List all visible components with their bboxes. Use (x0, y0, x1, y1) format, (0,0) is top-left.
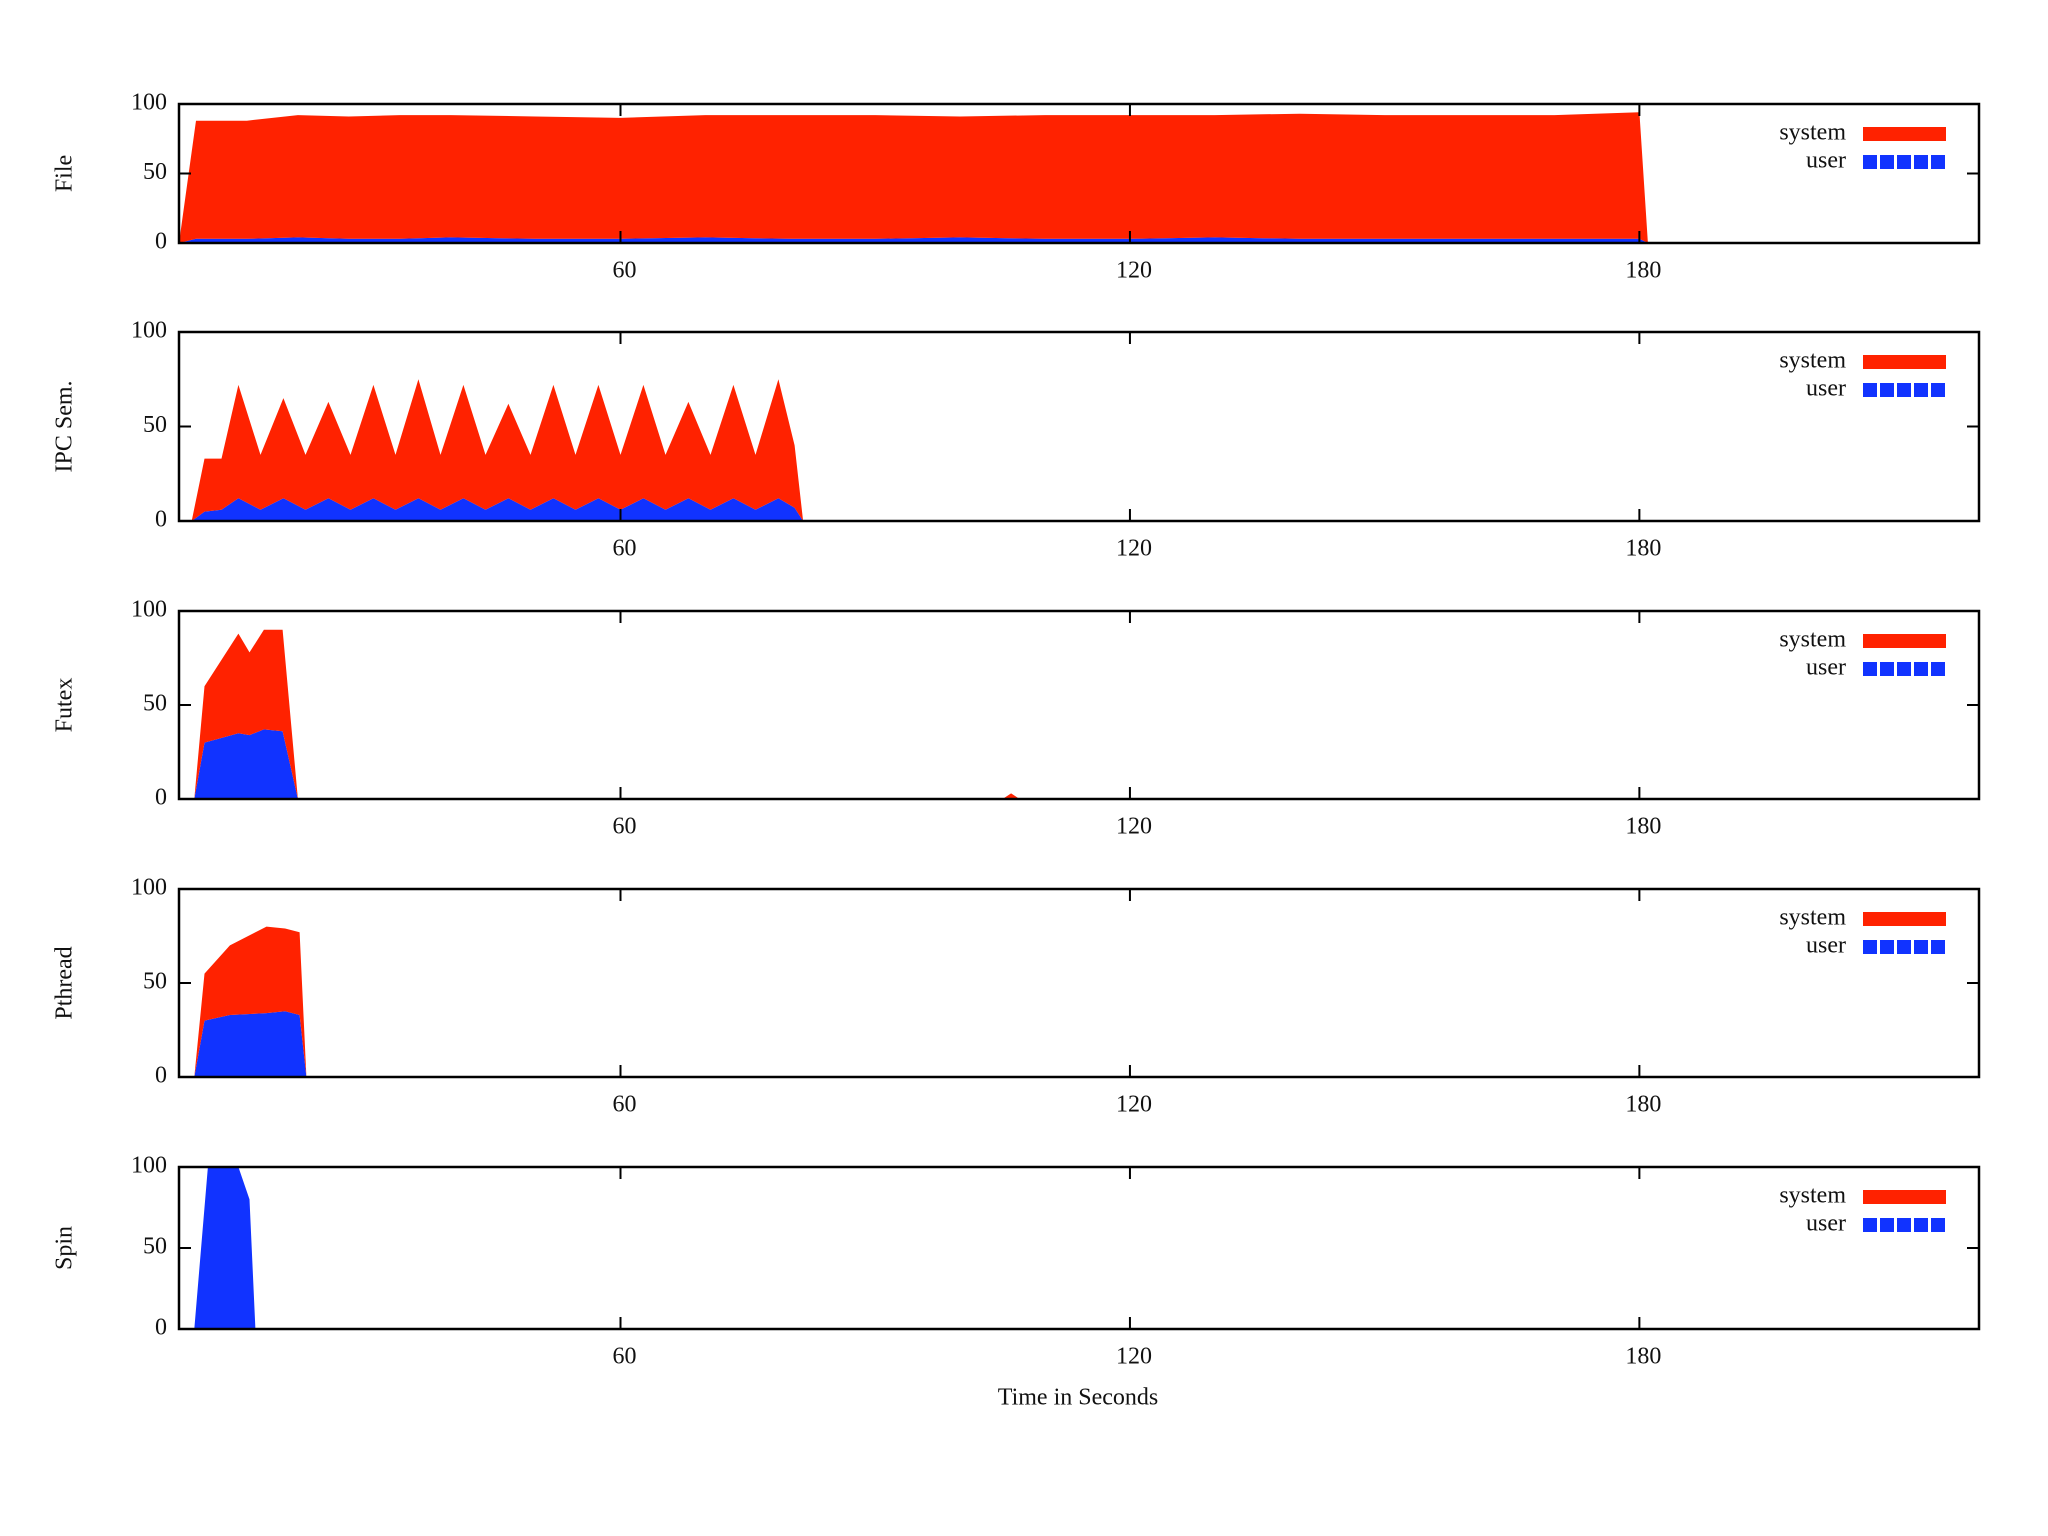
y-tick-label: 0 (155, 507, 167, 533)
area-system (179, 1167, 1979, 1329)
y-tick-label: 50 (143, 969, 167, 995)
y-tick-label: 0 (155, 229, 167, 255)
x-tick-label: 120 (1116, 258, 1152, 284)
x-tick-label: 120 (1116, 1344, 1152, 1370)
x-tick-label: 60 (613, 258, 637, 284)
x-tick-label: 180 (1625, 814, 1661, 840)
legend-label: system (1779, 348, 1846, 374)
area-system (179, 629, 1979, 799)
y-tick-label: 100 (131, 875, 167, 901)
x-axis-label: Time in Seconds (998, 1385, 1158, 1411)
legend-label: user (1806, 376, 1846, 402)
legend-label: system (1779, 627, 1846, 653)
y-axis-label: File (52, 155, 78, 192)
y-axis-label: IPC Sem. (52, 380, 78, 472)
y-tick-label: 0 (155, 785, 167, 811)
y-tick-label: 0 (155, 1063, 167, 1089)
y-tick-label: 100 (131, 90, 167, 116)
x-tick-label: 60 (613, 814, 637, 840)
legend-label: user (1806, 933, 1846, 959)
area-user (179, 237, 1979, 243)
area-user (179, 1011, 1979, 1077)
y-axis-label: Spin (52, 1226, 78, 1270)
y-tick-label: 100 (131, 597, 167, 623)
y-tick-label: 50 (143, 691, 167, 717)
area-user (179, 1167, 1979, 1329)
x-tick-label: 120 (1116, 1092, 1152, 1118)
legend-label: system (1779, 1183, 1846, 1209)
legend-label: system (1779, 120, 1846, 146)
area-user (179, 498, 1979, 521)
legend-label: user (1806, 148, 1846, 174)
plot-frame (177, 887, 1981, 1079)
y-tick-label: 0 (155, 1315, 167, 1341)
x-tick-label: 180 (1625, 536, 1661, 562)
area-user (179, 729, 1979, 799)
area-system (179, 112, 1979, 243)
plot-frame (177, 1165, 1981, 1331)
y-tick-label: 50 (143, 1234, 167, 1260)
x-tick-label: 60 (613, 1092, 637, 1118)
y-tick-label: 100 (131, 1153, 167, 1179)
x-tick-label: 120 (1116, 536, 1152, 562)
x-tick-label: 120 (1116, 814, 1152, 840)
legend-label: user (1806, 655, 1846, 681)
x-tick-label: 180 (1625, 1092, 1661, 1118)
area-system (179, 379, 1979, 521)
x-tick-label: 60 (613, 1344, 637, 1370)
plot-frame (177, 609, 1981, 801)
y-axis-label: Pthread (52, 946, 78, 1019)
y-tick-label: 100 (131, 318, 167, 344)
legend-label: user (1806, 1211, 1846, 1237)
y-axis-label: Futex (52, 678, 78, 733)
x-tick-label: 60 (613, 536, 637, 562)
x-tick-label: 180 (1625, 258, 1661, 284)
y-tick-label: 50 (143, 159, 167, 185)
area-system (179, 926, 1979, 1077)
x-tick-label: 180 (1625, 1344, 1661, 1370)
legend-label: system (1779, 905, 1846, 931)
y-tick-label: 50 (143, 412, 167, 438)
